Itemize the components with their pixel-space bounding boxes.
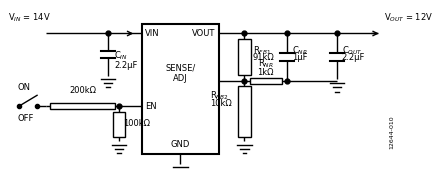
Text: 1kΩ: 1kΩ <box>257 68 273 77</box>
Text: R$_{NR}$: R$_{NR}$ <box>257 57 273 70</box>
Text: EN: EN <box>145 102 157 111</box>
Text: R$_{FB1}$: R$_{FB1}$ <box>252 44 270 57</box>
Text: OFF: OFF <box>17 113 33 122</box>
Text: C$_{NR}$: C$_{NR}$ <box>291 44 307 57</box>
Text: C$_{IN}$: C$_{IN}$ <box>114 50 128 62</box>
Text: 200kΩ: 200kΩ <box>69 86 96 95</box>
Text: VOUT: VOUT <box>191 29 215 38</box>
Text: 12644-010: 12644-010 <box>388 115 393 149</box>
Text: GND: GND <box>170 140 190 149</box>
Text: C$_{OUT}$: C$_{OUT}$ <box>341 44 362 57</box>
Text: 10kΩ: 10kΩ <box>209 99 231 108</box>
Text: V$_{OUT}$ = 12V: V$_{OUT}$ = 12V <box>384 12 433 24</box>
Bar <box>112 112 125 137</box>
Text: V$_{IN}$ = 14V: V$_{IN}$ = 14V <box>8 12 51 24</box>
Text: VIN: VIN <box>145 29 160 38</box>
Text: R$_{FB2}$: R$_{FB2}$ <box>209 90 228 102</box>
Bar <box>237 86 250 137</box>
Text: 1μF: 1μF <box>291 53 306 62</box>
Text: 2.2μF: 2.2μF <box>114 61 138 70</box>
Text: SENSE/
ADJ: SENSE/ ADJ <box>165 64 195 83</box>
Text: 2.2μF: 2.2μF <box>341 53 364 62</box>
Bar <box>249 78 281 84</box>
Text: 100kΩ: 100kΩ <box>123 119 150 128</box>
Bar <box>49 103 115 109</box>
Bar <box>237 39 250 75</box>
Text: 91kΩ: 91kΩ <box>252 53 274 62</box>
Bar <box>141 24 218 153</box>
Text: ON: ON <box>17 83 30 92</box>
